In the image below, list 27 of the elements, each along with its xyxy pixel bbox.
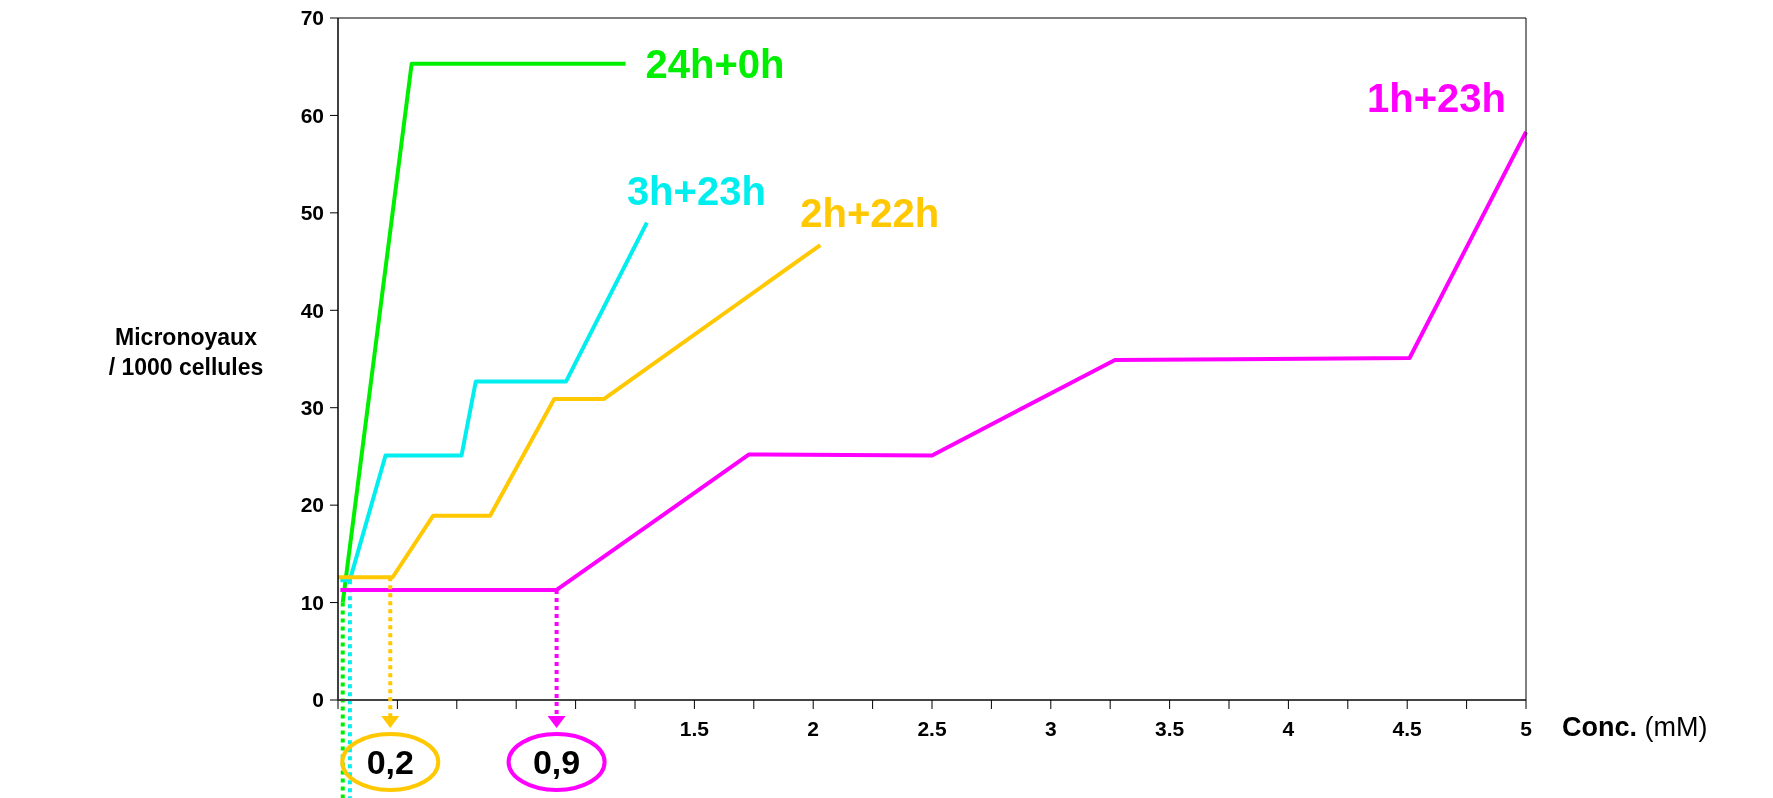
y-tick-label: 50 bbox=[300, 201, 324, 225]
y-tick-label: 60 bbox=[300, 103, 324, 127]
series-label: 2h+22h bbox=[800, 191, 940, 236]
series-label: 1h+23h bbox=[1367, 75, 1506, 120]
series-label: 3h+23h bbox=[626, 168, 766, 213]
y-tick-label: 20 bbox=[300, 493, 324, 517]
y-tick-label: 10 bbox=[300, 590, 324, 614]
line-series bbox=[338, 220, 649, 583]
x-tick-label: 2.5 bbox=[917, 717, 947, 740]
series-label: 24h+0h bbox=[645, 41, 785, 86]
y-tick-label: 40 bbox=[300, 298, 324, 322]
annotation: 0,2 bbox=[366, 742, 414, 781]
x-tick-label: 1.5 bbox=[679, 717, 710, 740]
x-axis-title: Conc. (mM) bbox=[1562, 712, 1708, 742]
x-tick-label: 4.5 bbox=[1392, 717, 1423, 740]
y-tick-label: 70 bbox=[300, 6, 324, 30]
x-tick-label: 3.5 bbox=[1155, 717, 1185, 740]
x-tick-label: 3 bbox=[1044, 717, 1057, 740]
y-tick-label: 0 bbox=[312, 688, 324, 712]
y-axis-title: Micronoyaux / 1000 cellules bbox=[108, 324, 264, 380]
x-tick-label: 4 bbox=[1282, 717, 1295, 740]
x-tick-label: 2 bbox=[807, 717, 820, 740]
line-series bbox=[338, 129, 1528, 592]
line-series bbox=[336, 243, 823, 580]
x-tick-label: 5 bbox=[1520, 717, 1533, 740]
y-tick-label: 30 bbox=[300, 396, 324, 420]
annotation: 0,9 bbox=[532, 742, 581, 781]
